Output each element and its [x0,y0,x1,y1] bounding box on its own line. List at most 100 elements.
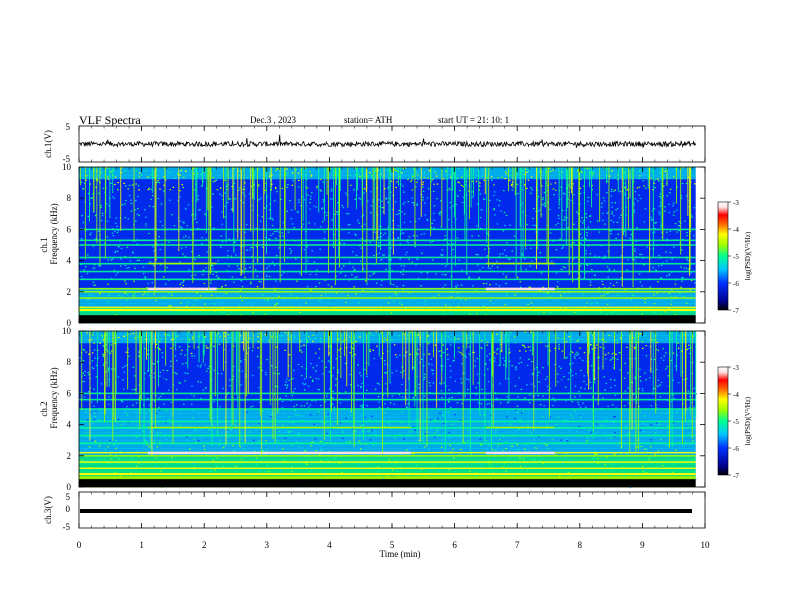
spectrogram-pixel [583,185,585,187]
spectrogram-pixel [614,416,616,418]
spectrogram-pixel [604,389,606,391]
spectrogram-pixel [348,336,351,338]
spectrogram-pixel [196,292,198,294]
spectrogram-pixel [651,339,653,341]
spectrogram-pixel [644,335,647,337]
spectrogram-pixel [315,206,318,208]
spectrogram-pixel [220,224,222,226]
spectrogram-pixel [500,474,503,476]
spectrogram-pixel [461,403,463,405]
spectrogram-sferic [537,167,539,250]
spectrogram-pixel [88,294,90,296]
spectrogram-pixel [412,367,414,369]
spectrogram-pixel [650,216,652,218]
spectrogram-sferic [532,331,533,356]
spectrogram-pixel [642,257,644,259]
spectrogram-pixel [603,347,605,349]
spectrogram-pixel [220,246,222,248]
spectrogram-pixel [567,471,570,474]
spectrogram-sferic [690,167,692,228]
spectrogram-pixel [380,284,383,286]
spectrogram-pixel [233,345,235,347]
spectrogram-sferic [680,167,682,255]
spectrogram-sferic [331,331,332,412]
spectrogram-sferic [508,167,509,192]
spectrogram-pixel [80,181,83,183]
spectrogram-sferic [217,331,219,438]
spectrogram-pixel [614,453,616,455]
spectrogram-pixel [269,403,272,405]
spectrogram-pixel [394,169,396,171]
spectrogram-pixel [529,346,532,348]
spectrogram-pixel [688,407,691,409]
spectrogram-pixel [666,431,669,433]
spectrogram-pixel [91,401,93,403]
spectrogram-sferic [630,331,631,422]
spectrogram-pixel [249,417,252,419]
spectrogram-pixel [416,203,419,205]
spectrogram-pixel [202,389,204,391]
spectrogram-pixel [644,302,647,304]
spectrogram-pixel [193,177,195,179]
spectrogram-pixel [287,231,290,233]
spectrogram-pixel [320,460,322,462]
spectrogram-pixel [539,252,541,254]
spectrogram-sferic [660,167,662,229]
spectrogram-pixel [642,422,644,424]
spectrogram-pixel [129,333,131,335]
spectrogram-pixel [418,387,420,389]
spectrogram-pixel [504,406,507,408]
spectrogram-pixel [450,338,452,340]
spectrogram-pixel [506,173,508,175]
spectrogram-pixel [424,446,426,448]
spectrogram-pixel [602,283,604,285]
spectrogram-pixel [207,290,209,292]
spectrogram-pixel [197,198,200,201]
spectrogram-pixel [169,189,171,191]
spectrogram-pixel [521,170,524,172]
spectrogram-pixel [497,445,499,448]
spectrogram-pixel [95,364,98,367]
spectrogram-pixel [157,397,160,399]
spectrogram-pixel [182,281,184,283]
spectrogram-pixel [615,237,617,239]
spectrogram-pixel [654,222,656,224]
spectrogram-pixel [624,192,626,194]
spectrogram-sferic [662,167,664,241]
spectrogram-pixel [216,416,218,418]
spectrogram-pixel [548,233,551,235]
spectrogram-pixel [490,176,493,178]
spectrogram-pixel [437,417,439,419]
spectrogram-pixel [312,340,314,342]
spectrogram-pixel [525,248,527,250]
spectrogram-pixel [374,430,377,432]
spectrogram-row [79,284,696,289]
spectrogram-pixel [693,459,695,461]
spectrogram-pixel [410,181,412,183]
spectrogram-pixel [89,234,91,236]
spectrogram-sferic [414,331,416,407]
spectrogram-pixel [468,190,470,192]
spectrogram-pixel [395,354,397,356]
spectrogram-pixel [126,267,128,269]
spectrogram-pixel [470,410,472,412]
spectrogram-pixel [580,460,583,462]
spectrogram-pixel [270,235,272,237]
spectrogram-pixel [407,201,409,203]
spectrogram-pixel [308,471,310,473]
spectrogram-pixel [103,266,106,268]
spectrogram-pixel [110,411,112,413]
spectrogram-pixel [275,303,278,306]
ch1-spectrogram-image [79,167,696,324]
spectrogram-pixel [349,352,352,354]
spectrogram-pixel [319,440,322,443]
spectrogram-pixel [635,424,638,426]
spectrogram-sferic [115,331,117,395]
spectrogram-pixel [670,289,672,291]
spectrogram-sferic [365,167,367,192]
spectrogram-sferic [548,331,550,419]
spectrogram-pixel [502,273,505,275]
spectrogram-pixel [170,419,172,421]
spectrogram-pixel [370,191,372,193]
spectrogram-pixel [543,292,545,294]
